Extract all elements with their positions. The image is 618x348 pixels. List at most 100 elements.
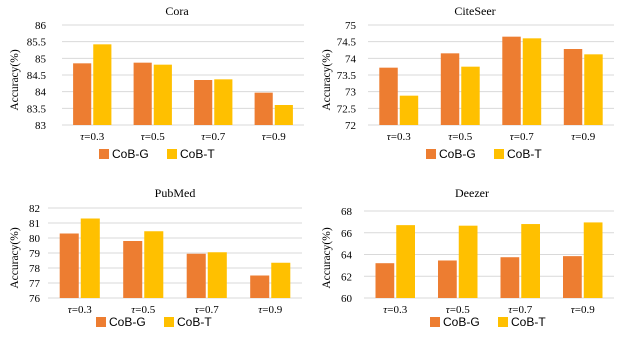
legend-swatch-cob-t (498, 317, 508, 327)
bar-cob-t-3 (584, 54, 603, 126)
legend-label: CoB-T (511, 315, 546, 329)
legend-label: CoB-G (443, 315, 480, 329)
bar-cob-t-3 (271, 262, 291, 298)
bar-cob-g-1 (440, 53, 460, 126)
bar-cob-g-2 (502, 36, 521, 125)
legend-swatch-cob-t (167, 149, 177, 159)
y-tick-label: 86 (35, 20, 47, 32)
legend-label: CoB-T (177, 315, 212, 329)
y-tick-label: 60 (341, 293, 353, 305)
y-tick-label: 80 (29, 233, 41, 245)
x-tick-label: τ=0.9 (262, 131, 286, 143)
x-tick-label: τ=0.5 (448, 131, 472, 143)
bar-cob-t-1 (144, 231, 164, 298)
chart-title: PubMed (155, 186, 196, 200)
bar-cob-g-0 (375, 263, 395, 298)
chart-title: Cora (165, 4, 189, 18)
bar-cob-g-3 (250, 275, 270, 298)
bar-cob-t-0 (396, 225, 415, 298)
chart-title: CiteSeer (454, 4, 495, 18)
y-tick-label: 77 (29, 278, 41, 290)
bar-cob-t-1 (153, 64, 172, 125)
legend-label: CoB-T (180, 147, 215, 161)
legend-swatch-cob-g (96, 317, 106, 327)
bar-cob-g-3 (254, 92, 273, 125)
bar-cob-t-2 (214, 79, 233, 125)
x-tick-label: τ=0.7 (510, 131, 534, 143)
x-tick-label: τ=0.7 (508, 304, 532, 316)
legend-swatch-cob-g (426, 149, 436, 159)
legend-swatch-cob-t (494, 149, 504, 159)
bar-cob-g-1 (123, 241, 143, 298)
x-tick-label: τ=0.7 (201, 131, 225, 143)
x-tick-label: τ=0.7 (195, 304, 219, 316)
bar-cob-g-0 (59, 233, 79, 298)
bar-cob-t-2 (522, 38, 542, 126)
legend-label: CoB-T (507, 147, 542, 161)
y-tick-label: 74 (345, 53, 357, 65)
legend-label: CoB-G (109, 315, 146, 329)
y-tick-label: 84 (35, 87, 47, 99)
bar-cob-t-0 (80, 218, 100, 298)
x-tick-label: τ=0.3 (68, 304, 92, 316)
y-tick-label: 74.5 (337, 37, 357, 49)
x-tick-label: τ=0.3 (387, 131, 411, 143)
chart-citeseer: CiteSeer Accuracy(%) 72 72.5 73 73.5 74 74.5 7… (321, 4, 614, 161)
y-tick-label: 62 (341, 271, 352, 283)
y-tick-label: 85.5 (27, 37, 47, 49)
x-tick-label: τ=0.9 (258, 304, 282, 316)
y-tick-label: 85 (35, 53, 47, 65)
bar-cob-t-3 (274, 105, 293, 125)
chart-pubmed: PubMed Accuracy(%) 76 77 78 79 80 81 82 τ=0.3 τ=… (9, 186, 302, 329)
legend-swatch-cob-g (430, 317, 440, 327)
chart-deezer: Deezer Accuracy(%) 60 62 64 66 68 τ=0.3 τ=0.5 τ… (321, 186, 614, 329)
bar-cob-t-1 (461, 66, 480, 125)
bar-cob-g-3 (563, 256, 582, 298)
legend-label: CoB-G (112, 147, 149, 161)
chart-cora: Cora Accuracy(%) 83 83.5 84 84.5 85 85.5 86 τ=0… (9, 4, 304, 161)
y-tick-label: 72 (345, 120, 356, 132)
y-axis-label: Accuracy(%) (321, 49, 333, 110)
y-tick-label: 73.5 (337, 70, 357, 82)
y-tick-label: 68 (341, 206, 353, 218)
bar-cob-g-0 (73, 63, 92, 125)
bar-cob-g-2 (500, 257, 520, 298)
x-tick-label: τ=0.5 (446, 304, 470, 316)
y-tick-label: 78 (29, 263, 41, 275)
y-tick-label: 83 (35, 120, 47, 132)
bar-cob-t-2 (207, 252, 227, 298)
bar-cob-g-3 (563, 49, 583, 125)
bar-cob-t-1 (458, 225, 478, 298)
y-axis-label: Accuracy(%) (9, 49, 21, 110)
legend-swatch-cob-g (99, 149, 109, 159)
y-tick-label: 81 (29, 218, 40, 230)
y-tick-label: 79 (29, 248, 41, 260)
y-tick-label: 73 (345, 87, 357, 99)
y-tick-label: 83.5 (27, 103, 47, 115)
bar-cob-t-0 (399, 95, 419, 125)
legend-swatch-cob-t (164, 317, 174, 327)
y-tick-label: 84.5 (27, 70, 47, 82)
bar-cob-g-0 (379, 67, 398, 125)
y-tick-label: 66 (341, 228, 353, 240)
x-tick-label: τ=0.3 (80, 131, 104, 143)
bar-cob-t-2 (521, 224, 540, 298)
x-tick-label: τ=0.9 (571, 304, 595, 316)
bar-cob-g-2 (186, 253, 206, 298)
bar-cob-t-3 (583, 222, 603, 298)
y-axis-label: Accuracy(%) (321, 227, 333, 288)
bar-cob-g-1 (133, 62, 152, 125)
bar-cob-t-0 (93, 44, 112, 126)
y-tick-label: 75 (345, 20, 357, 32)
x-tick-label: τ=0.5 (131, 304, 155, 316)
legend-label: CoB-G (439, 147, 476, 161)
y-axis-label: Accuracy(%) (9, 227, 21, 288)
bar-cob-g-2 (194, 80, 213, 125)
x-tick-label: τ=0.9 (571, 131, 595, 143)
y-tick-label: 76 (29, 293, 41, 305)
y-tick-label: 82 (29, 203, 40, 215)
chart-title: Deezer (455, 186, 489, 200)
x-tick-label: τ=0.3 (383, 304, 407, 316)
bar-cob-g-1 (438, 260, 457, 298)
